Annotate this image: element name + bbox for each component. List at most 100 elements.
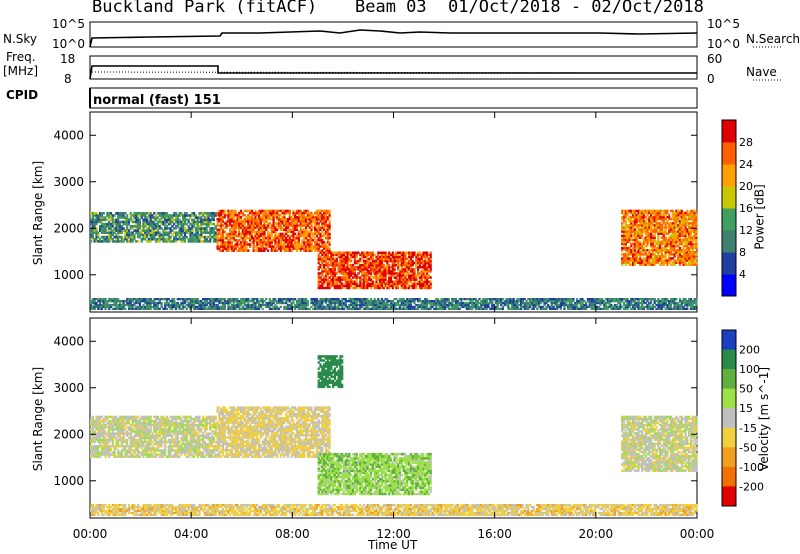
power-cell (467, 301, 470, 305)
power-cell (621, 230, 624, 233)
power-cell (621, 234, 624, 237)
power-cell (268, 213, 271, 217)
power-cell (370, 282, 373, 285)
power-cell (239, 216, 243, 219)
power-cell (259, 245, 262, 248)
power-cell (653, 226, 656, 229)
power-cell (265, 220, 268, 223)
power-cell (503, 300, 506, 303)
power-cell (126, 229, 129, 232)
power-cell (333, 300, 337, 303)
power-cell (115, 300, 118, 303)
nsky-tick-top: 10^5 (52, 17, 85, 31)
power-cell (433, 303, 436, 307)
power-cell (651, 215, 654, 219)
power-cell (299, 307, 302, 310)
power-cell (288, 213, 291, 217)
power-cell (250, 307, 253, 310)
power-cell (227, 307, 230, 310)
power-cell (312, 213, 315, 217)
power-cell (189, 222, 192, 226)
power-cell (263, 234, 266, 238)
power-cell (118, 214, 122, 217)
power-cell (440, 301, 443, 305)
power-cell (314, 220, 317, 223)
power-cell (133, 216, 136, 219)
power-cell (227, 249, 230, 252)
power-cell (140, 229, 143, 232)
power-cell (447, 301, 450, 305)
power-cell (622, 215, 626, 219)
power-cell (351, 272, 355, 275)
power-cell (348, 253, 351, 257)
power-cell (209, 231, 212, 234)
power-cell (330, 268, 333, 271)
power-cell (193, 222, 196, 226)
power-cell (650, 242, 653, 246)
power-cell (155, 233, 158, 237)
power-cell (281, 216, 284, 219)
power-cell (686, 259, 689, 262)
power-cell (263, 224, 266, 227)
power-cell (644, 236, 647, 239)
power-cell (328, 211, 331, 215)
power-cell (350, 268, 353, 271)
power-cell (639, 228, 642, 231)
power-cell (678, 211, 682, 215)
power-cell (151, 233, 154, 237)
power-cell (115, 222, 118, 226)
power-cell (693, 220, 696, 223)
power-cell (256, 241, 259, 244)
power-cell (632, 215, 635, 219)
power-cell (525, 300, 528, 303)
power-cell (256, 236, 259, 240)
power-cell (317, 300, 320, 303)
power-cell (299, 216, 302, 219)
power-cell (272, 218, 275, 221)
power-cell (156, 227, 159, 230)
power-cell (402, 261, 405, 265)
power-cell (413, 301, 416, 305)
power-cell (362, 301, 365, 305)
power-cell (135, 301, 138, 305)
power-cell (677, 217, 680, 221)
power-cell (323, 232, 326, 236)
power-cell (178, 237, 181, 241)
power-cell (308, 232, 311, 236)
power-cell (442, 301, 445, 305)
power-cell (232, 305, 235, 309)
power-cell (651, 222, 654, 225)
power-cell (319, 280, 322, 283)
power-cell (133, 237, 136, 241)
power-cell (641, 230, 644, 233)
power-cell (370, 261, 373, 265)
power-cell (328, 303, 331, 307)
power-cell (306, 209, 309, 213)
power-cell (276, 300, 279, 303)
power-cell (109, 300, 113, 303)
power-cell (294, 213, 297, 217)
power-cell (471, 303, 474, 307)
power-cell (622, 232, 626, 235)
power-cell (408, 272, 411, 275)
power-cell (312, 226, 315, 229)
power-cell (328, 284, 331, 288)
power-cell (635, 255, 638, 258)
power-cell (193, 237, 196, 241)
power-cell (324, 253, 328, 257)
power-cell (333, 301, 337, 305)
power-cell (256, 305, 259, 309)
power-cell (162, 298, 165, 301)
power-cell (259, 222, 262, 225)
power-cell (547, 303, 550, 307)
power-cell (644, 224, 647, 227)
nave-trace (91, 71, 698, 74)
power-cell (241, 249, 244, 252)
power-cell (503, 301, 506, 305)
power-cell (158, 227, 161, 230)
power-cell (93, 225, 96, 228)
power-cell (95, 212, 98, 215)
power-cell (245, 307, 248, 310)
power-cell (301, 220, 304, 223)
power-cell (359, 305, 362, 309)
